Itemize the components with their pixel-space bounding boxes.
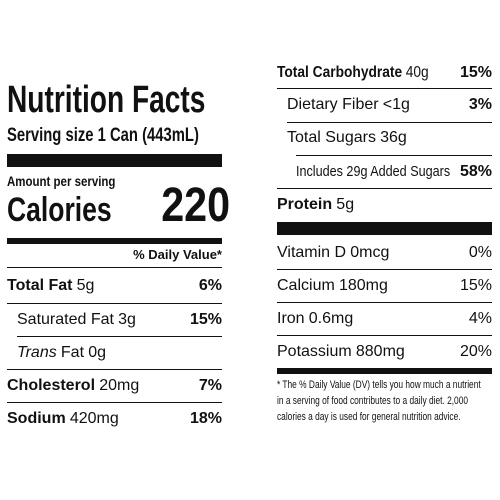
dv-total-fat: 6% [198,277,222,294]
divider-line [277,302,492,303]
dv-calcium: 15% [459,277,492,294]
dv-iron: 4% [468,310,492,327]
divider-line [7,303,222,304]
serving-size: Serving size 1 Can (443mL) [7,124,253,148]
footnote-line: calories a day is used for general nutri… [277,411,461,423]
serving-size-label: Serving size [7,125,94,146]
nutrient-row-potassium: Potassium 880mg [277,343,405,360]
dv-sodium: 18% [189,410,222,427]
dv-added-sugars: 58% [459,163,492,180]
divider-thick [277,222,492,235]
divider-line [277,188,492,189]
divider-medium [7,238,222,244]
nutrient-row-vitamin-d: Vitamin D 0mcg [277,244,390,261]
calories-label: Calories [7,191,112,229]
nutrient-row-calcium: Calcium 180mg [277,277,388,294]
divider-line [277,88,492,89]
dv-potassium: 20% [459,343,492,360]
divider-line [287,122,492,123]
nutrient-row-saturated-fat: Saturated Fat 3g [17,311,136,328]
nutrient-row-total-carbohydrate: Total Carbohydrate 40g [277,64,429,81]
nutrient-row-iron: Iron 0.6mg [277,310,354,327]
footnote: * The % Daily Value (DV) tells you how m… [277,377,492,425]
divider-line [296,155,492,156]
serving-size-value: 1 Can (443mL) [97,125,199,146]
divider-line [7,267,222,268]
footnote-line: * The % Daily Value (DV) tells you how m… [277,379,481,391]
divider-line [277,335,492,336]
divider-line [7,402,222,403]
dv-saturated-fat: 15% [189,311,222,328]
dv-cholesterol: 7% [198,377,222,394]
dv-dietary-fiber: 3% [468,96,492,113]
amount-per-serving: Amount per serving [7,173,116,189]
divider-line [17,336,222,337]
nutrient-row-added-sugars: Includes 29g Added Sugars [296,163,451,180]
divider-medium [277,368,492,374]
nutrient-row-dietary-fiber: Dietary Fiber <1g [287,96,410,113]
nutrient-row-sodium: Sodium 420mg [7,410,119,427]
nutrient-row-total-fat: Total Fat 5g [7,277,95,294]
nutrition-title: Nutrition Facts [7,79,206,121]
dv-total-carbohydrate: 15% [459,64,492,81]
dv-vitamin-d: 0% [468,244,492,261]
divider-thick [7,154,222,167]
footnote-line: in a serving of food contributes to a da… [277,395,469,407]
nutrient-row-cholesterol: Cholesterol 20mg [7,377,140,394]
nutrient-row-trans-fat: Trans Fat 0g [17,344,106,361]
nutrient-row-total-sugars: Total Sugars 36g [287,129,407,146]
daily-value-header: % Daily Value* [133,247,222,262]
divider-line [277,269,492,270]
nutrient-row-protein: Protein 5g [277,196,355,213]
divider-line [7,369,222,370]
calories-value: 220 [161,179,231,232]
